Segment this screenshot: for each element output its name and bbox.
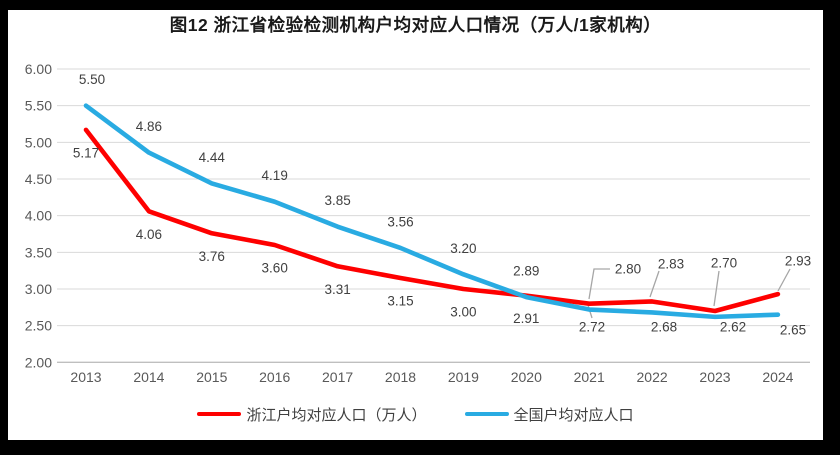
x-axis-tick-label: 2021	[574, 369, 605, 385]
data-label-zhejiang-2021: 2.80	[615, 262, 641, 277]
data-label-national-2021: 2.72	[579, 320, 605, 335]
data-label-national-2018: 3.56	[387, 214, 413, 229]
y-axis-tick-label: 4.00	[25, 208, 52, 224]
label-leader-line	[777, 268, 791, 292]
label-leader-line	[713, 270, 720, 307]
label-leader-line	[588, 268, 610, 300]
legend: 浙江户均对应人口（万人） 全国户均对应人口	[8, 403, 823, 425]
y-axis-tick-label: 3.50	[25, 244, 52, 260]
series-line-national	[83, 103, 781, 320]
x-axis-tick-label: 2015	[196, 369, 227, 385]
legend-label-national: 全国户均对应人口	[513, 406, 634, 424]
y-axis-tick-label: 3.00	[25, 281, 52, 297]
y-axis-tick-label: 5.00	[25, 134, 52, 150]
series-line-zhejiang	[83, 127, 781, 314]
x-axis-tick-label: 2018	[385, 369, 416, 385]
data-label-zhejiang-2015: 3.76	[199, 249, 225, 264]
data-label-zhejiang-2019: 3.00	[450, 305, 476, 320]
data-label-zhejiang-2023: 2.70	[711, 256, 737, 271]
data-label-zhejiang-2018: 3.15	[387, 294, 413, 309]
data-label-national-2013: 5.50	[79, 72, 105, 87]
x-axis-tick-label: 2014	[133, 369, 164, 385]
data-label-national-2014: 4.86	[136, 119, 162, 134]
y-axis-tick-label: 2.00	[25, 354, 52, 370]
chart-canvas	[8, 10, 823, 440]
y-axis-tick-label: 2.50	[25, 318, 52, 334]
x-axis-tick-label: 2023	[699, 369, 730, 385]
x-axis-tick-label: 2020	[511, 369, 542, 385]
legend-item-national: 全国户均对应人口	[464, 404, 634, 425]
data-label-national-2015: 4.44	[199, 150, 226, 165]
chart-title: 图12 浙江省检验检测机构户均对应人口情况（万人/1家机构）	[169, 15, 662, 35]
data-label-national-2016: 4.19	[262, 168, 288, 183]
data-label-national-2017: 3.85	[324, 193, 350, 208]
y-axis-tick-label: 4.50	[25, 171, 52, 187]
data-label-zhejiang-2017: 3.31	[324, 282, 350, 297]
x-axis-tick-label: 2019	[448, 369, 479, 385]
legend-label-zhejiang: 浙江户均对应人口（万人）	[246, 406, 427, 424]
x-axis-tick-label: 2024	[762, 369, 793, 385]
y-axis-tick-label: 6.00	[25, 61, 52, 77]
legend-item-zhejiang: 浙江户均对应人口（万人）	[197, 404, 427, 425]
data-label-zhejiang-2020: 2.91	[513, 311, 539, 326]
data-label-zhejiang-2024: 2.93	[785, 254, 811, 269]
data-label-national-2023: 2.62	[720, 320, 746, 335]
data-label-national-2024: 2.65	[780, 323, 806, 338]
label-leader-line	[649, 270, 660, 298]
data-label-national-2019: 3.20	[450, 241, 476, 256]
x-axis-tick-label: 2013	[70, 369, 101, 385]
data-label-national-2020: 2.89	[513, 264, 539, 279]
y-axis-tick-label: 5.50	[25, 98, 52, 114]
data-label-national-2022: 2.68	[651, 320, 677, 335]
data-label-zhejiang-2016: 3.60	[262, 261, 288, 276]
data-label-zhejiang-2013: 5.17	[73, 145, 99, 160]
data-label-zhejiang-2014: 4.06	[136, 227, 162, 242]
x-axis-tick-label: 2017	[322, 369, 353, 385]
legend-line-national-icon	[464, 411, 509, 417]
data-label-zhejiang-2022: 2.83	[658, 257, 684, 272]
x-axis-tick-label: 2016	[259, 369, 290, 385]
legend-line-zhejiang-icon	[197, 411, 242, 417]
x-axis-tick-label: 2022	[637, 369, 668, 385]
